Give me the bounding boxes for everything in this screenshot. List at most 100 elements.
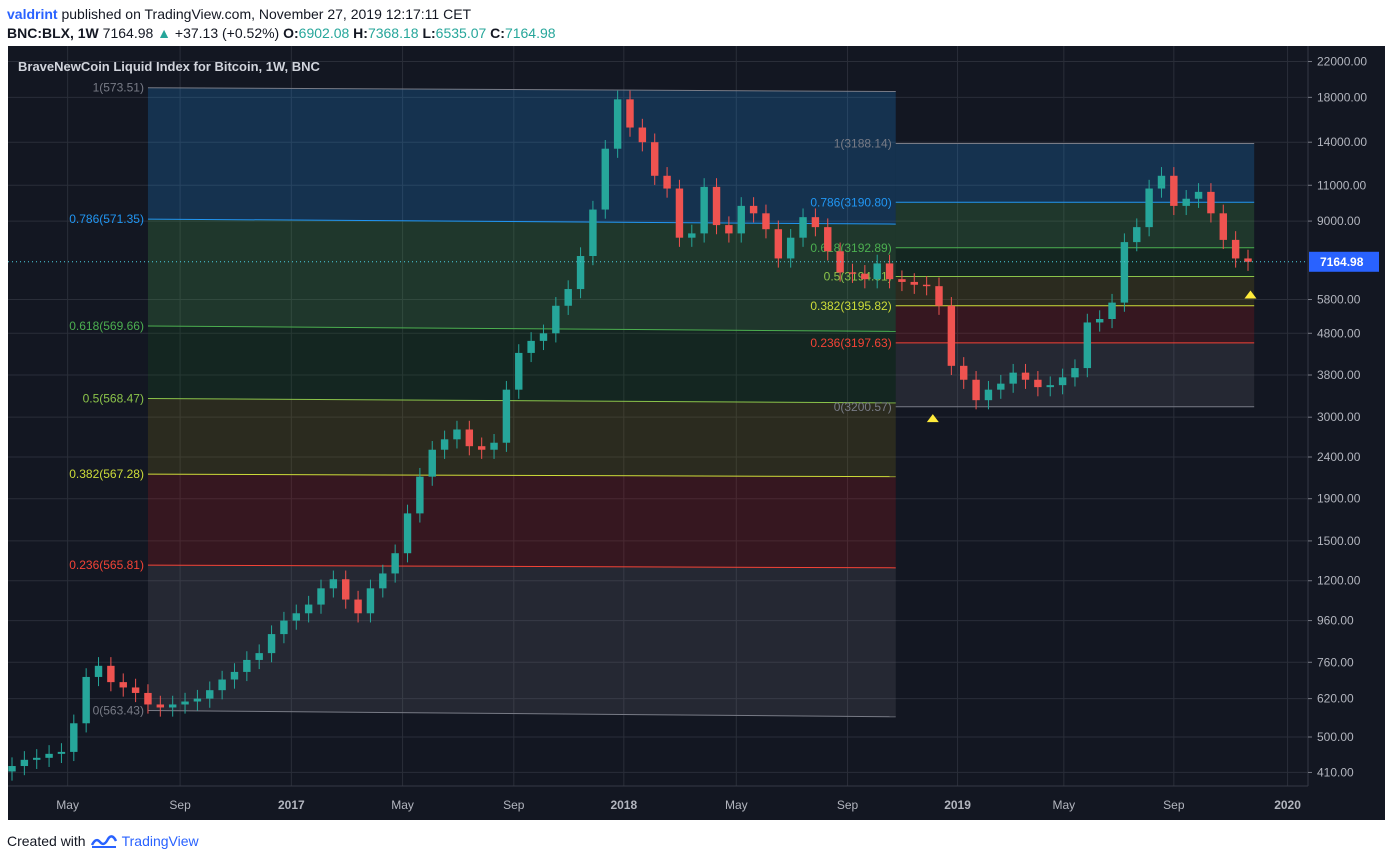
candle-body	[552, 305, 560, 334]
current-price-label-bg	[1309, 251, 1379, 272]
price-tick-label: 1200.00	[1317, 574, 1361, 588]
price-change: +37.13 (+0.52%)	[174, 25, 280, 41]
last-price: 7164.98	[102, 25, 154, 41]
fib-level-label: 0.618(3192.89)	[810, 241, 891, 255]
fib-level-label: 1(3188.14)	[834, 136, 892, 150]
fib-zone	[147, 565, 896, 717]
candle-body	[712, 186, 721, 226]
price-tick-label: 2400.00	[1317, 450, 1361, 464]
candle-body	[1095, 318, 1104, 323]
close-value: 7164.98	[504, 25, 556, 41]
low-label: L:	[422, 25, 436, 41]
candle-body	[997, 383, 1005, 390]
price-tick-label: 500.00	[1317, 730, 1354, 744]
price-tick-label: 1500.00	[1317, 534, 1361, 548]
candle-body	[663, 175, 671, 189]
fib-retracement-1: 1(573.51) 0.786(571.35) 0.618(569.66) 0.5(5…	[69, 81, 896, 718]
candle-body	[848, 272, 857, 274]
candle-body	[1170, 175, 1178, 206]
chart-area[interactable]: 1(573.51) 0.786(571.35) 0.618(569.66) 0.5(5…	[8, 46, 1385, 820]
candle-body	[107, 665, 115, 683]
candle-body	[564, 289, 572, 306]
candle-body	[824, 227, 832, 252]
candle-body	[749, 205, 758, 214]
candle-body	[490, 442, 498, 450]
time-tick-label: 2018	[610, 798, 637, 812]
candle-body	[304, 604, 313, 614]
candle-body	[267, 634, 276, 654]
candle-body	[1034, 379, 1042, 388]
fib-zone	[895, 247, 1255, 277]
candle-body	[651, 142, 659, 176]
candle-body	[898, 279, 906, 282]
time-tick-label: 2020	[1274, 798, 1301, 812]
price-tick-label: 620.00	[1317, 692, 1354, 706]
fib-level-line	[147, 398, 896, 404]
open-value: 6902.08	[298, 25, 350, 41]
candle-body	[601, 148, 609, 210]
tradingview-link[interactable]: TradingView	[121, 833, 199, 849]
change-arrow-icon: ▲	[157, 25, 172, 41]
time-tick-label: May	[56, 798, 79, 812]
candle-body	[366, 588, 375, 614]
price-tick-label: 1900.00	[1317, 492, 1361, 506]
candle-body	[811, 217, 820, 228]
candle-body	[626, 99, 634, 128]
fib-level-label: 0.382(567.28)	[69, 467, 144, 481]
candle-body	[255, 653, 263, 660]
fib-zone	[147, 474, 896, 568]
candle-body	[947, 305, 956, 366]
candle-body	[329, 579, 338, 589]
candle-body	[57, 751, 66, 754]
fib-zone	[147, 87, 896, 225]
candle-body	[131, 687, 140, 693]
candle-body	[984, 389, 993, 401]
fib-zone	[895, 305, 1255, 343]
time-tick-label: 2017	[278, 798, 305, 812]
candle-body	[638, 127, 647, 143]
candle-body	[168, 704, 177, 708]
publish-info: valdrint published on TradingView.com, N…	[7, 6, 471, 22]
fib-zone	[895, 202, 1255, 248]
candle-body	[675, 188, 684, 238]
candle-body	[799, 217, 807, 238]
footer: Created with TradingView	[7, 833, 199, 849]
candle-body	[762, 213, 770, 230]
candle-body	[70, 723, 78, 752]
candle-body	[539, 333, 548, 341]
fib-zone	[147, 398, 896, 477]
candle-body	[576, 256, 585, 290]
triangle-marker-icon	[926, 414, 939, 423]
candle-body	[1231, 239, 1240, 259]
symbol-info-bar: BNC:BLX, 1W 7164.98 ▲ +37.13 (+0.52%) O:…	[7, 25, 556, 41]
candle-body	[1194, 191, 1203, 199]
candle-body	[960, 365, 968, 380]
author-link[interactable]: valdrint	[7, 6, 58, 22]
time-tick-label: 2019	[944, 798, 971, 812]
fib-level-label: 0(563.43)	[93, 704, 144, 718]
candle-body	[688, 233, 696, 238]
candle-body	[354, 599, 362, 614]
fib-level-label: 0.382(3195.82)	[810, 299, 891, 313]
symbol-label: BNC:BLX, 1W	[7, 25, 99, 41]
candle-body	[1182, 198, 1190, 206]
price-chart[interactable]: 1(573.51) 0.786(571.35) 0.618(569.66) 0.5(5…	[8, 46, 1385, 820]
candle-body	[230, 671, 239, 680]
candle-body	[725, 225, 733, 234]
fib-level-line	[147, 473, 896, 478]
fib-level-line	[147, 87, 896, 92]
fib-zone	[895, 276, 1255, 306]
fib-retracement-2: 1(3188.14) 0.786(3190.80) 0.618(3192.89) 0.…	[810, 136, 1255, 414]
candle-body	[403, 513, 412, 554]
candle-body	[1009, 372, 1017, 384]
triangle-marker-icon	[1244, 290, 1257, 299]
fib-level-label: 0.236(565.81)	[69, 558, 144, 572]
candle-body	[20, 759, 29, 767]
candle-body	[94, 665, 103, 677]
candle-body	[786, 237, 795, 259]
candle-body	[453, 429, 461, 440]
candle-body	[700, 186, 708, 234]
candle-body	[416, 476, 424, 514]
fib-level-line	[147, 710, 896, 718]
price-tick-label: 3800.00	[1317, 368, 1361, 382]
